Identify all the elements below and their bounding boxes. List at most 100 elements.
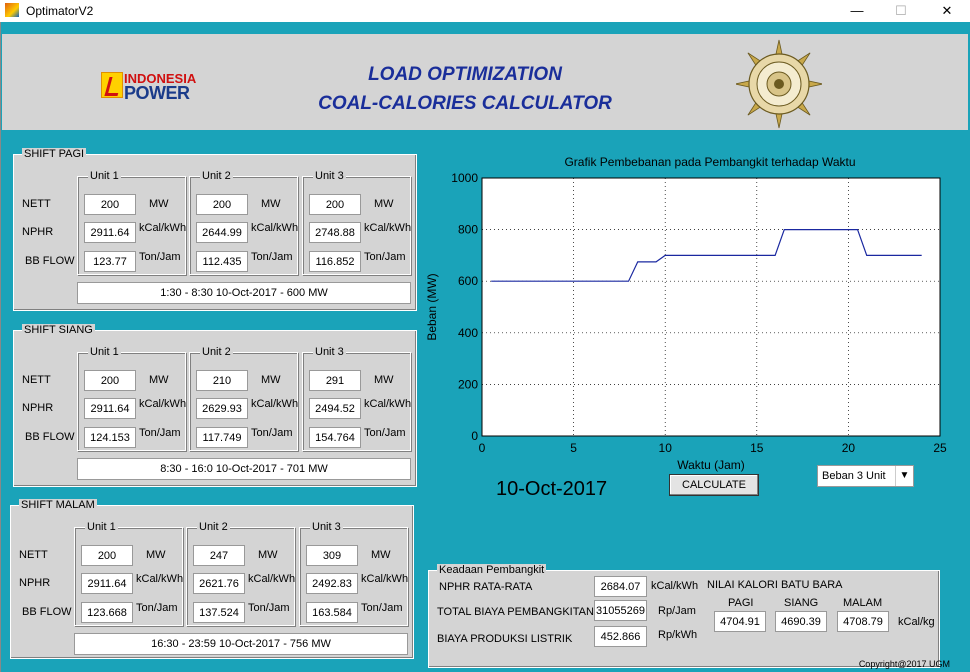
- calculate-button[interactable]: CALCULATE: [669, 474, 759, 496]
- minimize-button[interactable]: —: [850, 3, 864, 18]
- lightning-logo-icon: [101, 72, 123, 98]
- bbflow-field[interactable]: 154.764: [309, 427, 361, 448]
- nett-field[interactable]: 291: [309, 370, 361, 391]
- nett-unit-label: MW: [261, 374, 281, 386]
- nett-field[interactable]: 200: [309, 194, 361, 215]
- nphr-field[interactable]: 2911.64: [84, 398, 136, 419]
- siang-label: SIANG: [784, 597, 819, 609]
- window-title: OptimatorV2: [26, 4, 94, 18]
- unit-title: Unit 2: [200, 170, 233, 182]
- y-tick-label: 0: [471, 429, 478, 443]
- y-tick-label: 800: [458, 223, 478, 237]
- biaya-produksi-label: BIAYA PRODUKSI LISTRIK: [437, 633, 573, 645]
- kalori-siang-field[interactable]: 4690.39: [775, 611, 827, 632]
- x-tick-label: 25: [933, 441, 947, 455]
- y-tick-label: 600: [458, 274, 478, 288]
- nphr-unit-label: kCal/kWh: [139, 222, 187, 234]
- bbflow-unit-label: Ton/Jam: [251, 251, 293, 263]
- nphr-field[interactable]: 2748.88: [309, 222, 361, 243]
- nphr-field[interactable]: 2629.93: [196, 398, 248, 419]
- bbflow-label: BB FLOW: [22, 606, 72, 618]
- beban-select[interactable]: Beban 3 Unit ▼: [817, 465, 914, 487]
- unit-2-box: Unit 2: [186, 521, 295, 626]
- bbflow-field[interactable]: 112.435: [196, 251, 248, 272]
- bbflow-unit-label: Ton/Jam: [364, 427, 406, 439]
- nphr-avg-label: NPHR RATA-RATA: [439, 581, 533, 593]
- nett-label: NETT: [22, 198, 51, 210]
- ugm-emblem-icon: [736, 39, 822, 129]
- nett-label: NETT: [22, 374, 51, 386]
- nphr-unit-label: kCal/kWh: [364, 222, 412, 234]
- nett-field[interactable]: 200: [196, 194, 248, 215]
- total-biaya-field[interactable]: 31055269: [594, 600, 647, 621]
- nphr-field[interactable]: 2644.99: [196, 222, 248, 243]
- nphr-field[interactable]: 2492.83: [306, 573, 358, 594]
- bbflow-field[interactable]: 123.668: [81, 602, 133, 623]
- nett-unit-label: MW: [374, 198, 394, 210]
- unit-1-box: Unit 1: [77, 170, 186, 275]
- nett-field[interactable]: 210: [196, 370, 248, 391]
- series-line-0: [491, 228, 922, 282]
- kalori-pagi-field[interactable]: 4704.91: [714, 611, 766, 632]
- bbflow-field[interactable]: 124.153: [84, 427, 136, 448]
- bbflow-field[interactable]: 123.77: [84, 251, 136, 272]
- x-axis-label: Waktu (Jam): [677, 458, 745, 472]
- header-title-line2: COAL-CALORIES CALCULATOR: [318, 93, 612, 114]
- bbflow-field[interactable]: 163.584: [306, 602, 358, 623]
- nphr-unit-label: kCal/kWh: [361, 573, 409, 585]
- unit-title: Unit 3: [310, 521, 343, 533]
- nett-unit-label: MW: [374, 374, 394, 386]
- unit-title: Unit 3: [313, 170, 346, 182]
- x-tick-label: 15: [750, 441, 764, 455]
- chart-title: Grafik Pembebanan pada Pembangkit terhad…: [564, 155, 856, 169]
- nphr-field[interactable]: 2621.76: [193, 573, 245, 594]
- unit-title: Unit 2: [197, 521, 230, 533]
- nphr-field[interactable]: 2911.64: [84, 222, 136, 243]
- unit-2-box: Unit 2: [189, 170, 298, 275]
- y-tick-label: 400: [458, 326, 478, 340]
- bbflow-field[interactable]: 116.852: [309, 251, 361, 272]
- nett-unit-label: MW: [258, 549, 278, 561]
- close-button[interactable]: ✕: [941, 3, 953, 18]
- nphr-unit-label: kCal/kWh: [136, 573, 184, 585]
- shift-title: SHIFT MALAM: [19, 499, 97, 511]
- kalori-malam-field[interactable]: 4708.79: [837, 611, 889, 632]
- unit-2-box: Unit 2: [189, 346, 298, 451]
- maximize-button[interactable]: ☐: [895, 3, 907, 18]
- keadaan-panel-title: Keadaan Pembangkit: [437, 564, 547, 576]
- pagi-label: PAGI: [728, 597, 754, 609]
- unit-title: Unit 1: [88, 170, 121, 182]
- nett-field[interactable]: 200: [84, 194, 136, 215]
- unit-title: Unit 2: [200, 346, 233, 358]
- nett-unit-label: MW: [371, 549, 391, 561]
- nphr-field[interactable]: 2494.52: [309, 398, 361, 419]
- nett-field[interactable]: 247: [193, 545, 245, 566]
- x-tick-label: 0: [479, 441, 486, 455]
- bbflow-unit-label: Ton/Jam: [139, 251, 181, 263]
- nphr-avg-field[interactable]: 2684.07: [594, 576, 647, 597]
- unit-3-box: Unit 3: [299, 521, 408, 626]
- nett-field[interactable]: 200: [84, 370, 136, 391]
- bbflow-field[interactable]: 117.749: [196, 427, 248, 448]
- x-tick-label: 20: [842, 441, 856, 455]
- header-title-line1: LOAD OPTIMIZATION: [368, 64, 562, 85]
- copyright-text: Copyright@2017 UGM: [858, 659, 950, 669]
- shift-summary: 16:30 - 23:59 10-Oct-2017 - 756 MW: [74, 633, 408, 655]
- biaya-produksi-unit: Rp/kWh: [658, 629, 698, 641]
- bbflow-unit-label: Ton/Jam: [248, 602, 290, 614]
- window-titlebar: OptimatorV2 — ☐ ✕: [0, 0, 970, 22]
- biaya-produksi-field[interactable]: 452.866: [594, 626, 647, 647]
- malam-label: MALAM: [843, 597, 883, 609]
- nphr-label: NPHR: [19, 577, 51, 589]
- nett-field[interactable]: 309: [306, 545, 358, 566]
- bbflow-field[interactable]: 137.524: [193, 602, 245, 623]
- kalori-unit: kCal/kg: [898, 616, 935, 628]
- bbflow-label: BB FLOW: [25, 255, 75, 267]
- nett-unit-label: MW: [149, 198, 169, 210]
- nphr-field[interactable]: 2911.64: [81, 573, 133, 594]
- nett-unit-label: MW: [149, 374, 169, 386]
- unit-title: Unit 1: [85, 521, 118, 533]
- total-biaya-label: TOTAL BIAYA PEMBANGKITAN: [437, 606, 594, 618]
- shift-summary: 8:30 - 16:0 10-Oct-2017 - 701 MW: [77, 458, 411, 480]
- nett-field[interactable]: 200: [81, 545, 133, 566]
